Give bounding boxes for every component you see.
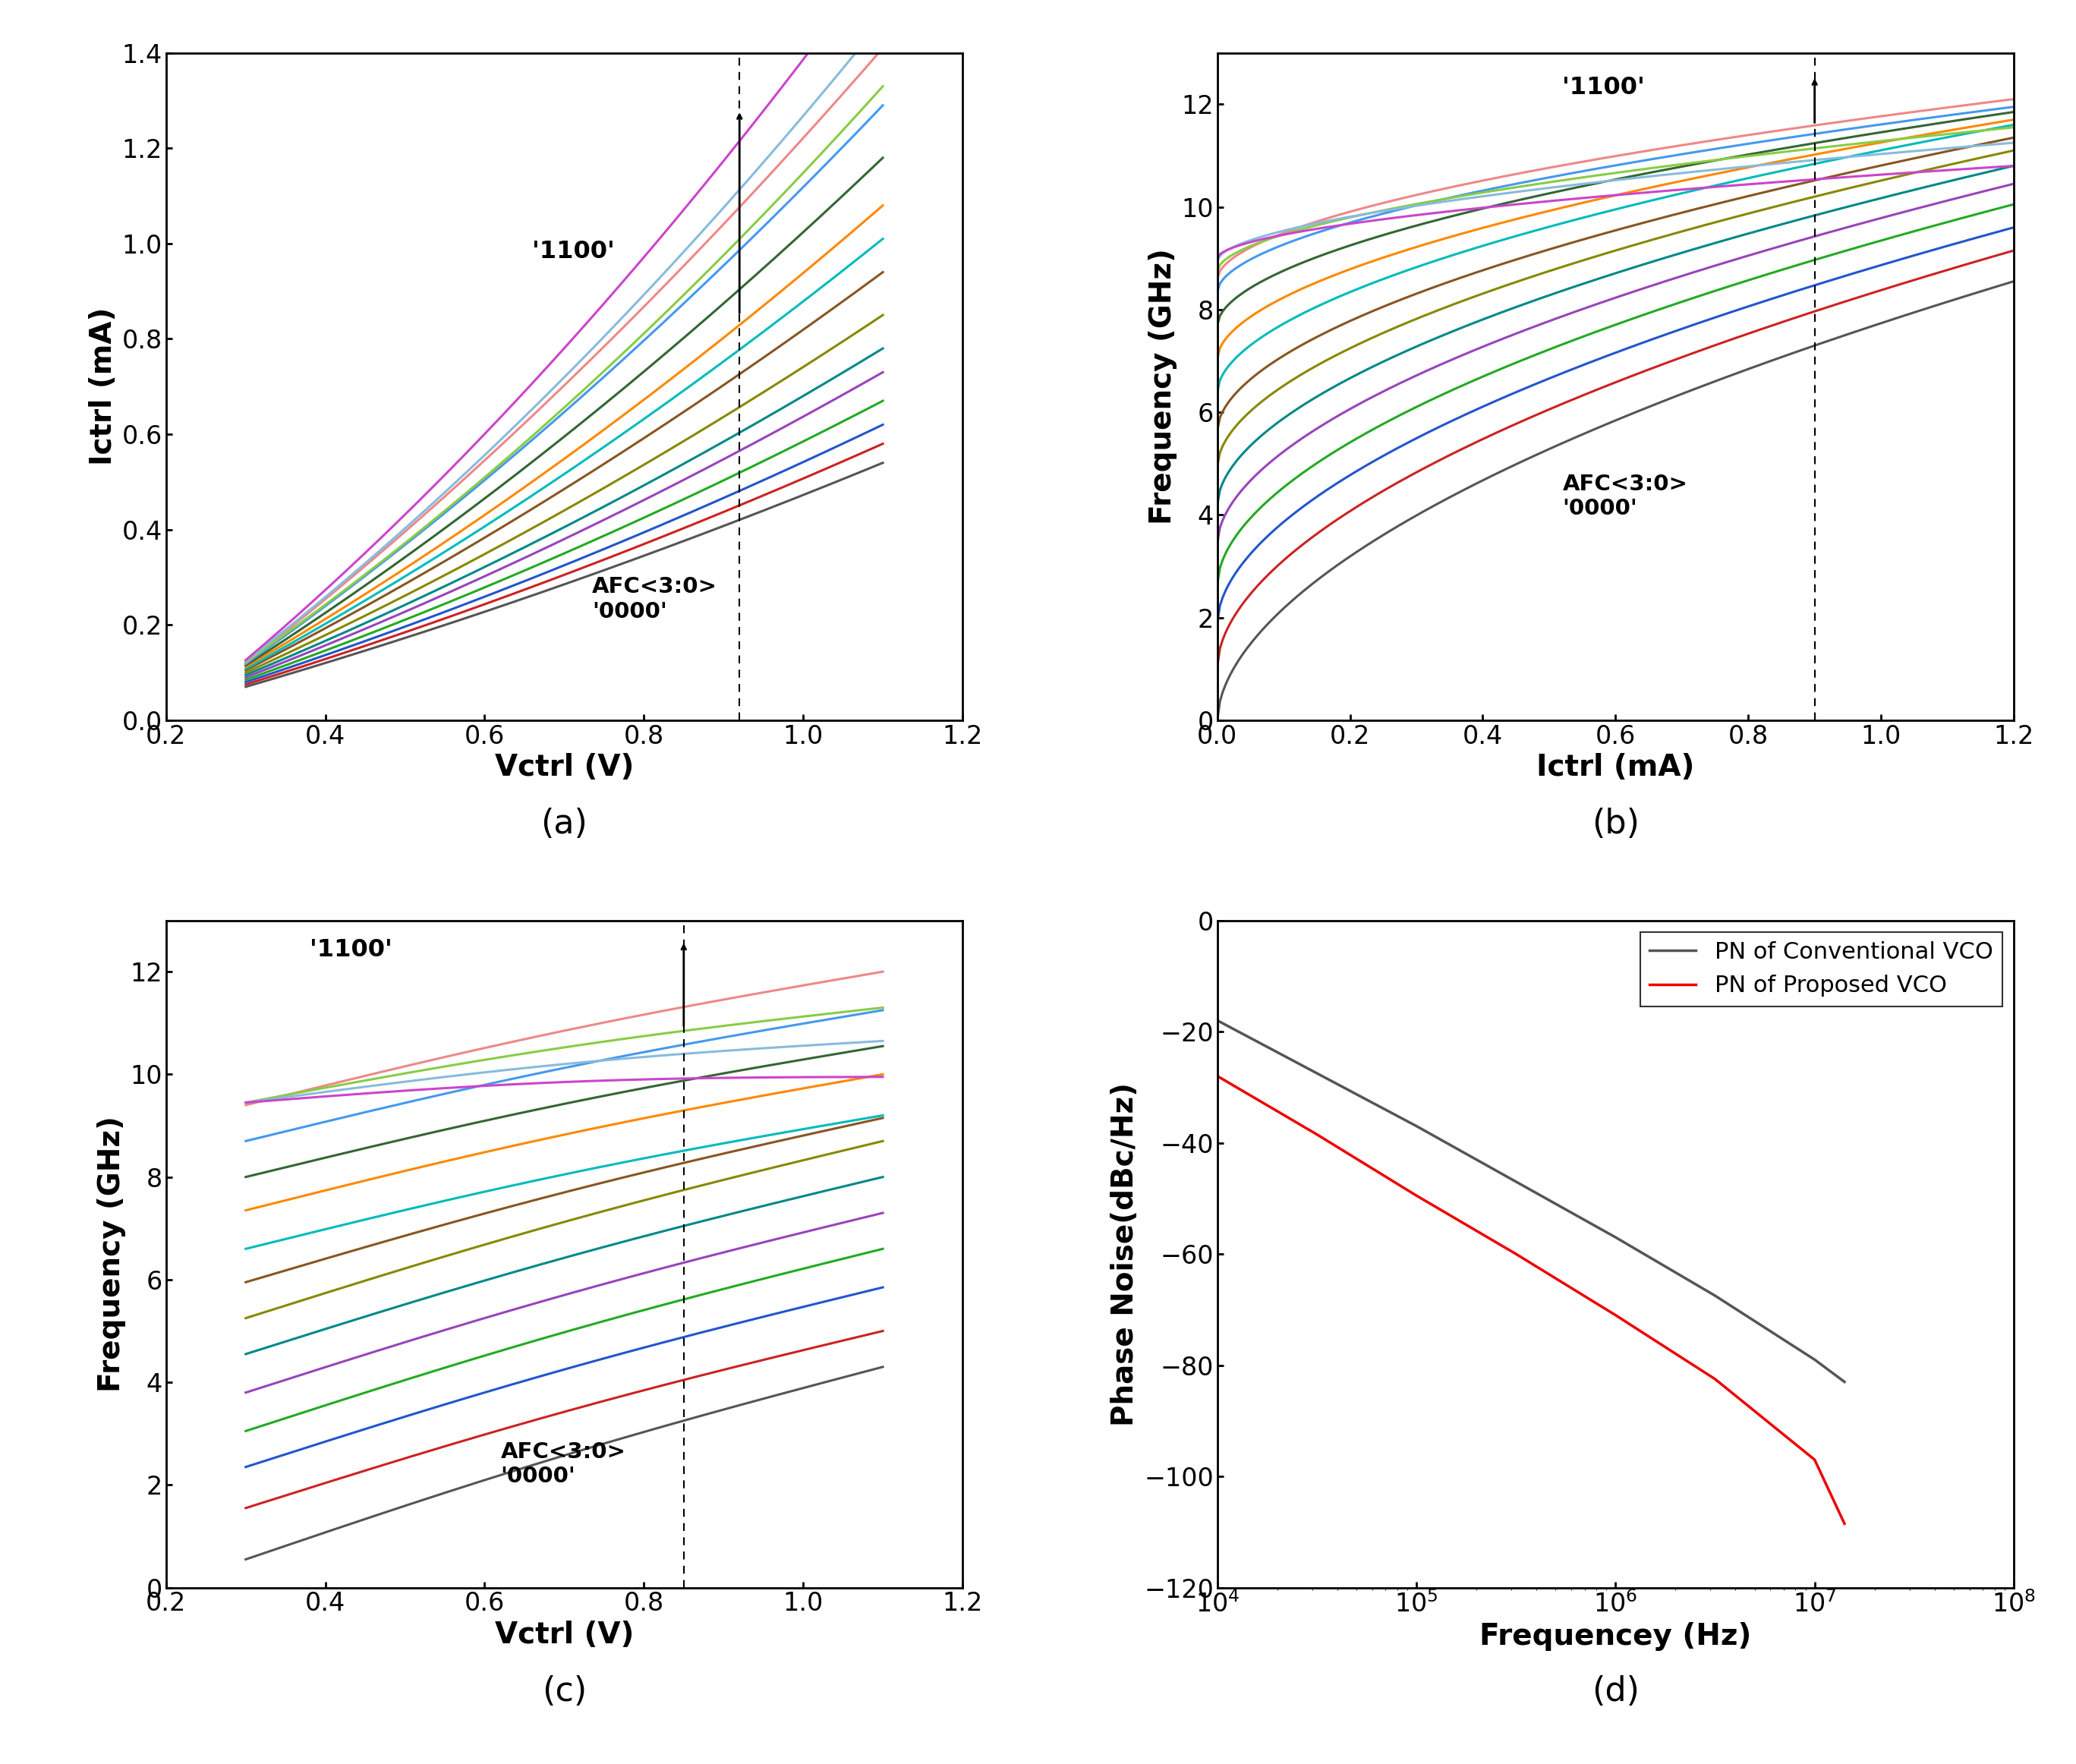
Line: PN of Proposed VCO: PN of Proposed VCO	[1217, 1076, 1843, 1524]
Text: (c): (c)	[542, 1676, 588, 1708]
X-axis label: Vctrl (V): Vctrl (V)	[494, 753, 633, 781]
Text: (a): (a)	[542, 808, 588, 840]
Line: PN of Conventional VCO: PN of Conventional VCO	[1217, 1020, 1843, 1381]
PN of Conventional VCO	[1503, 1171, 1528, 1192]
Legend: PN of Conventional VCO, PN of Proposed VCO: PN of Conventional VCO, PN of Proposed V…	[1640, 931, 2001, 1005]
PN of Conventional VCO	[1802, 1349, 1827, 1371]
PN of Conventional VCO	[1603, 1226, 1628, 1247]
X-axis label: Ictrl (mA): Ictrl (mA)	[1536, 753, 1694, 781]
Text: AFC<3:0>
'0000': AFC<3:0> '0000'	[592, 577, 718, 623]
Text: '1100': '1100'	[531, 240, 614, 263]
PN of Proposed VCO	[1503, 1244, 1528, 1265]
PN of Proposed VCO	[1403, 1185, 1428, 1207]
PN of Conventional VCO	[1403, 1115, 1428, 1136]
PN of Conventional VCO	[1304, 1062, 1329, 1083]
PN of Proposed VCO	[1802, 1450, 1827, 1471]
X-axis label: Frequencey (Hz): Frequencey (Hz)	[1480, 1621, 1752, 1651]
PN of Proposed VCO	[1603, 1305, 1628, 1327]
Y-axis label: Frequency (GHz): Frequency (GHz)	[1148, 249, 1177, 524]
Text: (d): (d)	[1592, 1676, 1640, 1708]
Text: AFC<3:0>
'0000': AFC<3:0> '0000'	[1563, 473, 1688, 519]
Text: (b): (b)	[1592, 808, 1640, 840]
Y-axis label: Ictrl (mA): Ictrl (mA)	[89, 307, 118, 466]
PN of Conventional VCO	[1702, 1286, 1727, 1307]
Text: AFC<3:0>
'0000': AFC<3:0> '0000'	[500, 1441, 625, 1487]
Text: '1100': '1100'	[1563, 76, 1644, 99]
Y-axis label: Phase Noise(dBc/Hz): Phase Noise(dBc/Hz)	[1111, 1081, 1140, 1425]
Text: '1100': '1100'	[309, 938, 392, 961]
Y-axis label: Frequency (GHz): Frequency (GHz)	[98, 1117, 127, 1392]
PN of Proposed VCO	[1304, 1124, 1329, 1145]
PN of Proposed VCO	[1204, 1065, 1229, 1087]
PN of Conventional VCO	[1831, 1371, 1856, 1392]
X-axis label: Vctrl (V): Vctrl (V)	[494, 1621, 633, 1649]
PN of Proposed VCO	[1831, 1514, 1856, 1535]
PN of Conventional VCO	[1204, 1009, 1229, 1030]
PN of Proposed VCO	[1702, 1369, 1727, 1390]
